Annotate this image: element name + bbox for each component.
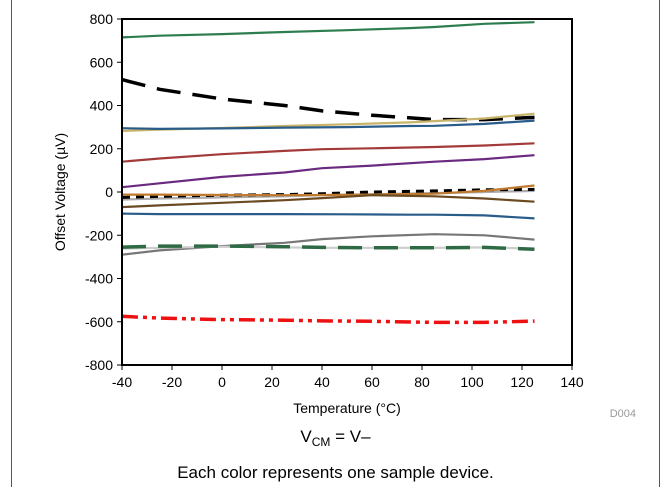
- vcm-subscript: CM: [311, 435, 331, 449]
- x-tick-label: 20: [264, 374, 280, 390]
- x-tick-label: 120: [510, 374, 534, 390]
- offset-voltage-chart: -40 -20 0 20 40 60 80 100 120 1408006004002000-20…: [52, 11, 636, 420]
- y-tick-label: 800: [90, 11, 114, 27]
- figure-id-label: D004: [610, 408, 636, 420]
- series-line-14: [121, 244, 535, 252]
- x-axis-label: Temperature (°C): [293, 400, 401, 416]
- series-line-9: [122, 184, 535, 197]
- series-line-8: [121, 187, 535, 199]
- y-tick-label: -800: [85, 357, 113, 373]
- series-line-11: [121, 212, 535, 220]
- x-tick-label: -40: [112, 374, 132, 390]
- series-layer: [121, 21, 535, 325]
- series-line-5: [121, 142, 535, 163]
- sample-device-note: Each color represents one sample device.: [177, 463, 494, 482]
- y-axis-label: Offset Voltage (µV): [52, 133, 68, 251]
- y-tick-label: 200: [90, 141, 114, 157]
- y-tick-label: -600: [85, 314, 113, 330]
- x-tick-label: 60: [364, 374, 380, 390]
- series-line-10: [121, 194, 535, 209]
- x-tick-label: 140: [560, 374, 584, 390]
- series-line-12: [121, 233, 535, 256]
- x-tick-label: 80: [414, 374, 430, 390]
- series-line-15: [121, 314, 535, 325]
- vcm-symbol: V: [300, 427, 312, 446]
- vcm-value: = V–: [330, 427, 371, 446]
- y-tick-label: 400: [90, 98, 114, 114]
- right-border-line: [659, 0, 660, 487]
- series-line-13: [121, 245, 535, 250]
- vcm-condition-caption: VCM = V–: [12, 427, 659, 449]
- y-tick-label: 0: [105, 184, 113, 200]
- x-tick-label: -20: [162, 374, 182, 390]
- y-tick-label: -400: [85, 271, 113, 287]
- x-tick-label: 100: [460, 374, 484, 390]
- series-line-2: [121, 77, 535, 122]
- series-line-6: [121, 154, 535, 189]
- x-tick-label: 40: [314, 374, 330, 390]
- x-tick-label: 0: [218, 374, 226, 390]
- left-border-line: [11, 0, 12, 487]
- axis-layer: -40 -20 0 20 40 60 80 100 120 1408006004002000-20…: [85, 11, 584, 390]
- series-line-1: [121, 21, 535, 39]
- series-line-4: [121, 119, 535, 131]
- y-tick-label: -200: [85, 227, 113, 243]
- y-tick-label: 600: [90, 54, 114, 70]
